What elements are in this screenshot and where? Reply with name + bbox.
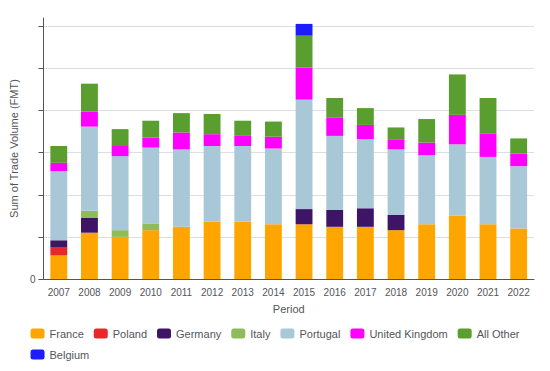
svg-text:2022: 2022 [508, 287, 531, 298]
svg-text:Belgium: Belgium [50, 349, 90, 361]
svg-text:2009: 2009 [109, 287, 132, 298]
svg-text:2010: 2010 [140, 287, 163, 298]
svg-text:2016: 2016 [324, 287, 347, 298]
svg-text:2018: 2018 [385, 287, 408, 298]
svg-text:2012: 2012 [201, 287, 224, 298]
svg-text:Period: Period [273, 303, 305, 315]
svg-text:All Other: All Other [477, 328, 520, 340]
svg-text:Germany: Germany [176, 328, 222, 340]
svg-text:2014: 2014 [262, 287, 285, 298]
svg-text:2008: 2008 [78, 287, 101, 298]
svg-text:2013: 2013 [232, 287, 255, 298]
svg-text:2021: 2021 [477, 287, 500, 298]
svg-text:2015: 2015 [293, 287, 316, 298]
svg-text:2020: 2020 [446, 287, 469, 298]
svg-text:2017: 2017 [354, 287, 377, 298]
svg-text:Poland: Poland [113, 328, 147, 340]
svg-text:Portugal: Portugal [299, 328, 340, 340]
svg-text:2011: 2011 [171, 287, 193, 298]
svg-text:2019: 2019 [416, 287, 439, 298]
svg-text:2007: 2007 [48, 287, 71, 298]
svg-text:France: France [50, 328, 84, 340]
svg-text:United Kingdom: United Kingdom [369, 328, 447, 340]
svg-text:Sum of Trade Volume (FMT): Sum of Trade Volume (FMT) [8, 79, 20, 218]
svg-text:0: 0 [30, 274, 36, 285]
svg-text:Italy: Italy [250, 328, 271, 340]
